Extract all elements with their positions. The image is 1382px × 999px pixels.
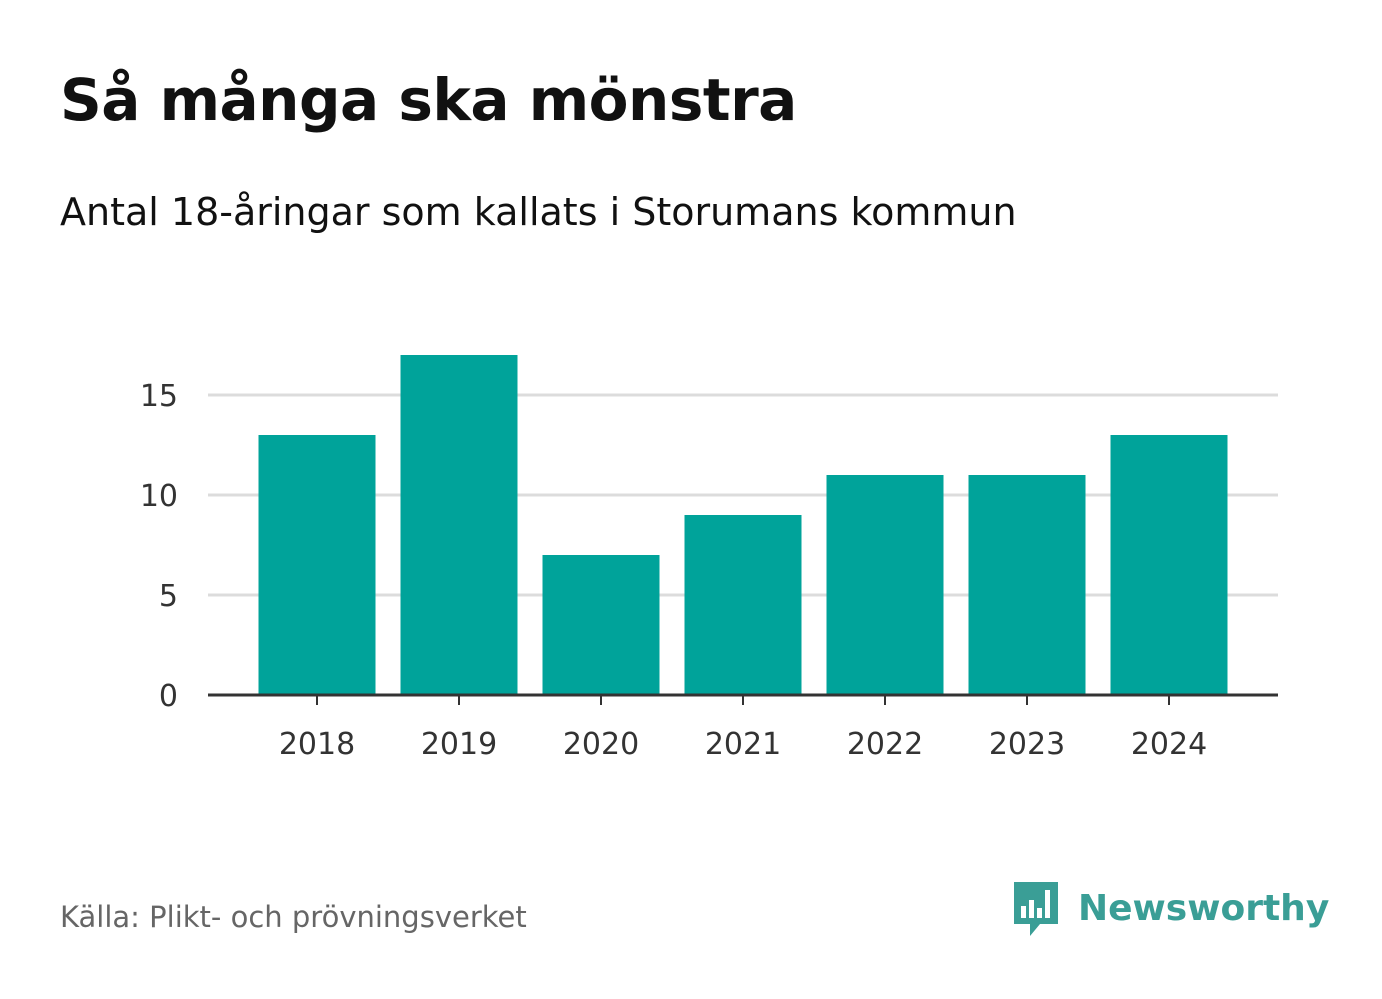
brand-logo: Newsworthy <box>1010 878 1329 938</box>
brand-name: Newsworthy <box>1078 887 1330 929</box>
y-tick-label-10: 10 <box>140 479 178 514</box>
bar-2018 <box>258 435 376 695</box>
axes: 0 5 10 15 2018 2019 2020 2021 2022 2023 2024 <box>140 379 1278 762</box>
bar-2023 <box>968 475 1086 695</box>
x-tick-label-2024: 2024 <box>1131 727 1207 762</box>
y-tick-label-15: 15 <box>140 379 178 414</box>
x-tick-label-2021: 2021 <box>705 727 781 762</box>
newsworthy-logo-icon <box>1014 882 1058 936</box>
x-tick-label-2019: 2019 <box>421 727 497 762</box>
bar-2019 <box>400 355 518 695</box>
x-tick-label-2023: 2023 <box>989 727 1065 762</box>
bar-2024 <box>1110 435 1228 695</box>
x-tick-label-2018: 2018 <box>279 727 355 762</box>
bar-2021 <box>684 515 802 695</box>
chart-subtitle: Antal 18-åringar som kallats i Storumans… <box>60 190 1017 234</box>
bar-2022 <box>826 475 944 695</box>
chart-title: Så många ska mönstra <box>60 66 797 134</box>
source-note: Källa: Plikt- och prövningsverket <box>60 900 527 934</box>
x-tick-label-2022: 2022 <box>847 727 923 762</box>
y-tick-label-0: 0 <box>159 679 178 714</box>
x-tick-label-2020: 2020 <box>563 727 639 762</box>
bars <box>258 355 1228 695</box>
y-tick-label-5: 5 <box>159 579 178 614</box>
bar-2020 <box>542 555 660 695</box>
